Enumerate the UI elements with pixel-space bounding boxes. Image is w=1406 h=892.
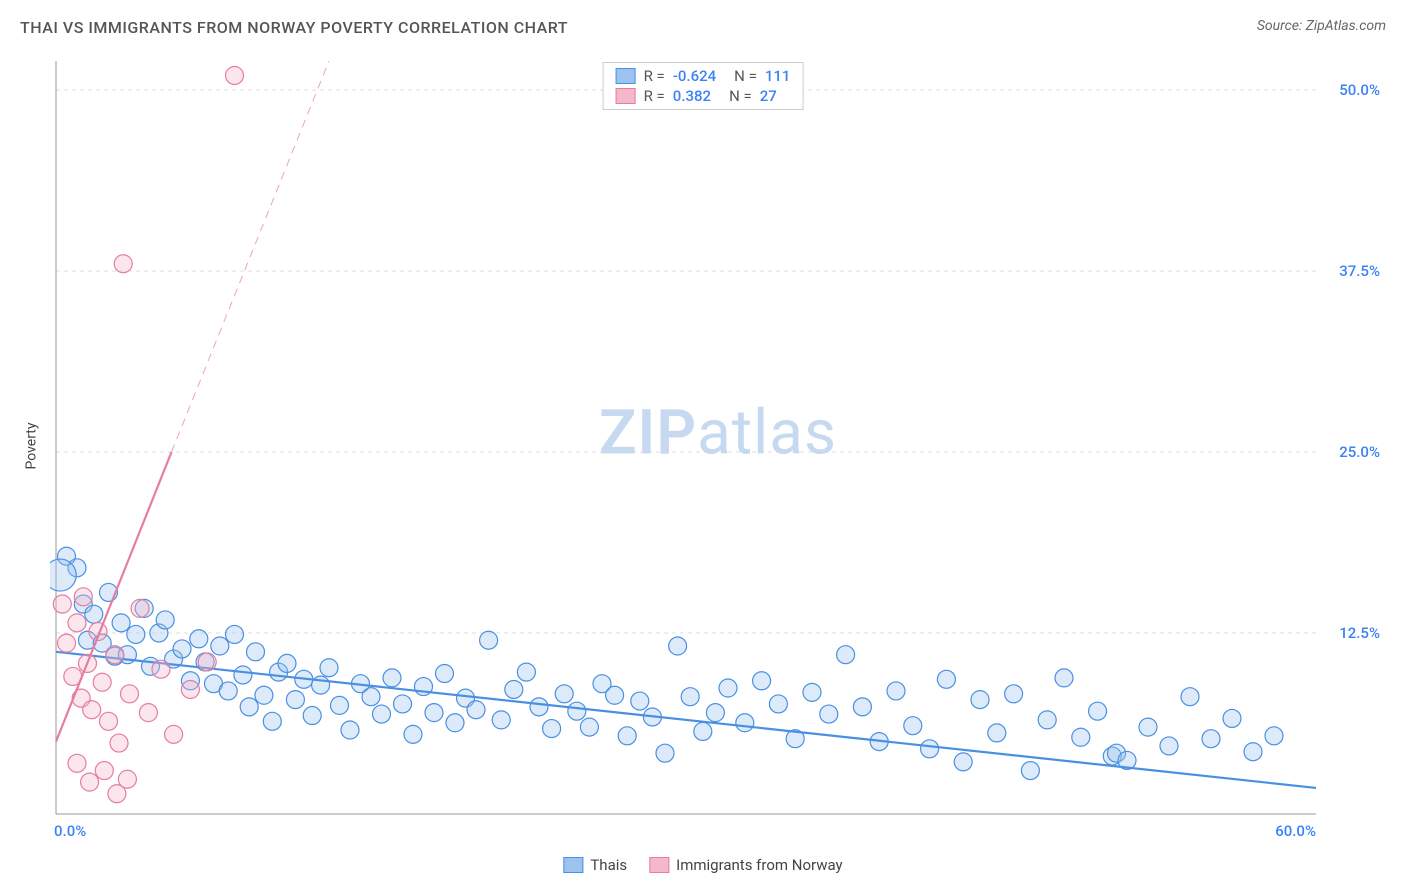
plot-area: 12.5%25.0%37.5%50.0%0.0%60.0% ZIPatlas <box>50 55 1386 842</box>
n-label: N = <box>734 67 757 85</box>
correlation-legend-row-0: R = -0.624 N = 111 <box>616 67 791 85</box>
series-legend-item-norway: Immigrants from Norway <box>649 856 843 874</box>
r-label: R = <box>644 67 665 85</box>
svg-text:37.5%: 37.5% <box>1339 262 1380 280</box>
legend-swatch-norway <box>616 88 636 104</box>
legend-swatch-norway <box>649 857 669 873</box>
chart-title: THAI VS IMMIGRANTS FROM NORWAY POVERTY C… <box>20 18 568 37</box>
svg-text:60.0%: 60.0% <box>1275 822 1316 840</box>
correlation-legend-row-1: R = 0.382 N = 27 <box>616 87 791 105</box>
svg-text:50.0%: 50.0% <box>1339 81 1380 99</box>
series-legend-item-thais: Thais <box>563 856 627 874</box>
svg-text:25.0%: 25.0% <box>1339 443 1380 461</box>
correlation-legend: R = -0.624 N = 111 R = 0.382 N = 27 <box>603 62 804 110</box>
n-value-norway: 27 <box>760 87 777 105</box>
svg-text:0.0%: 0.0% <box>54 822 86 840</box>
source-attribution: Source: ZipAtlas.com <box>1257 18 1386 34</box>
chart-container: THAI VS IMMIGRANTS FROM NORWAY POVERTY C… <box>0 0 1406 892</box>
r-label: R = <box>644 87 665 105</box>
svg-text:12.5%: 12.5% <box>1339 624 1380 642</box>
n-value-thais: 111 <box>765 67 791 85</box>
series-legend-label: Thais <box>590 856 627 874</box>
y-axis-label: Poverty <box>24 422 40 469</box>
series-legend-label: Immigrants from Norway <box>676 856 843 874</box>
legend-swatch-thais <box>616 68 636 84</box>
r-value-thais: -0.624 <box>673 67 716 85</box>
scatter-plot-svg: 12.5% 25.0% 37.5% 50.0% 0.0% 60.0% <box>50 55 1386 842</box>
series-legend: Thais Immigrants from Norway <box>563 856 842 874</box>
legend-swatch-thais <box>563 857 583 873</box>
n-label: N = <box>729 87 752 105</box>
r-value-norway: 0.382 <box>673 87 711 105</box>
